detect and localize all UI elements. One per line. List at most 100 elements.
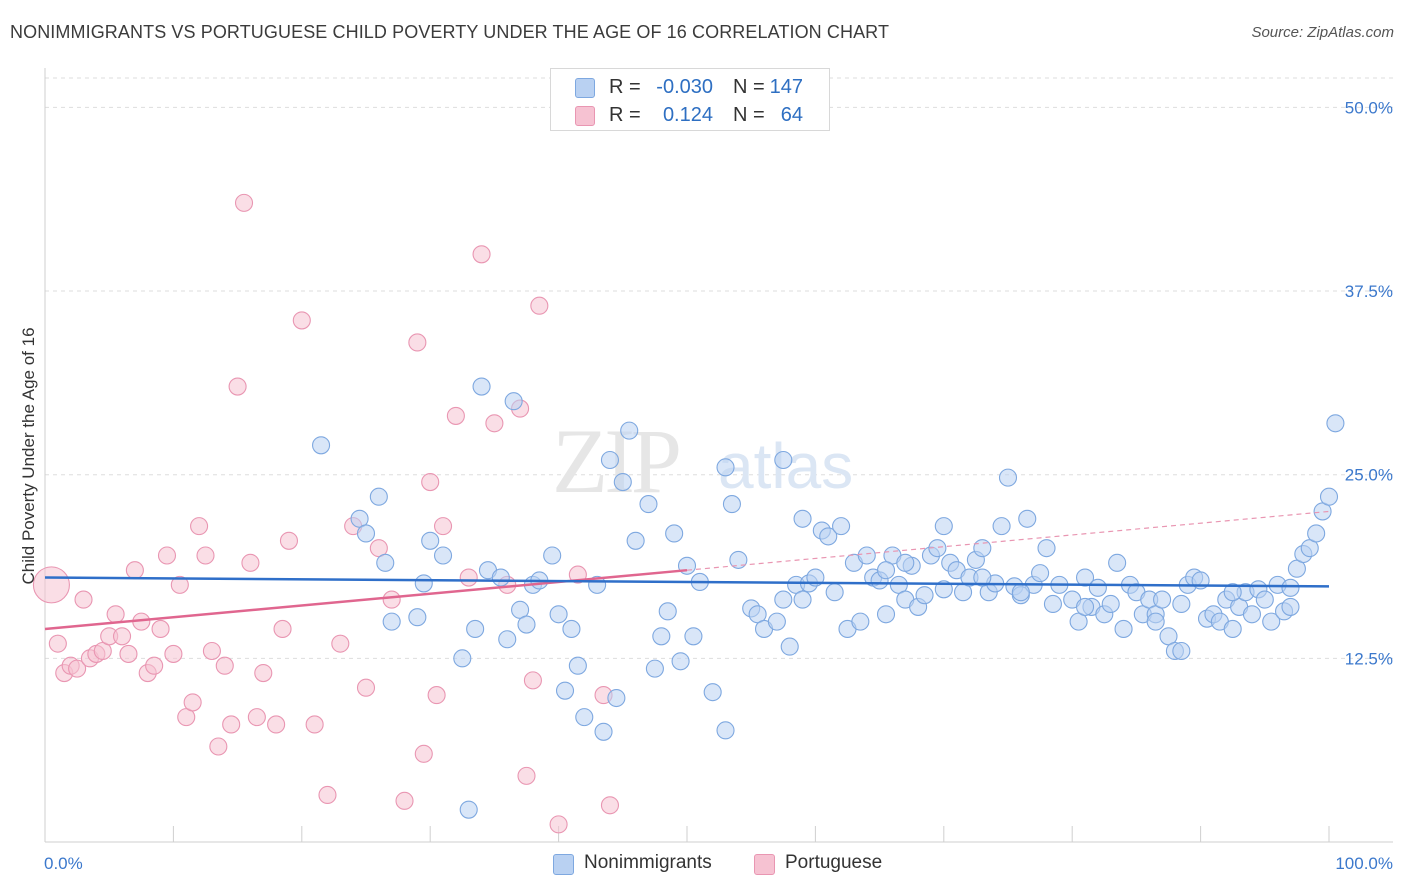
nonimmigrants-point xyxy=(928,539,947,558)
nonimmigrants-points xyxy=(312,377,1345,819)
portuguese-point xyxy=(427,686,446,705)
y-tick-label: 37.5% xyxy=(1345,282,1393,301)
legend-r-label: R = xyxy=(609,104,641,126)
portuguese-point xyxy=(202,641,221,661)
legend-swatch-blue xyxy=(553,854,574,875)
nonimmigrants-point xyxy=(626,531,645,550)
portuguese-point xyxy=(190,517,209,536)
portuguese-point xyxy=(472,245,491,264)
portuguese-point xyxy=(395,791,414,810)
nonimmigrants-point xyxy=(1018,509,1037,528)
portuguese-points xyxy=(32,193,620,834)
nonimmigrants-point xyxy=(915,586,934,605)
nonimmigrants-point xyxy=(998,468,1018,487)
nonimmigrants-point xyxy=(1255,590,1274,609)
nonimmigrants-point xyxy=(1319,487,1339,506)
nonimmigrants-point xyxy=(568,656,587,675)
nonimmigrants-point xyxy=(1011,583,1030,602)
nonimmigrants-point xyxy=(517,615,536,634)
nonimmigrants-point xyxy=(832,517,851,536)
nonimmigrants-point xyxy=(1043,594,1062,614)
nonimmigrants-point xyxy=(459,800,478,819)
nonimmigrants-point xyxy=(1281,578,1300,597)
portuguese-point xyxy=(196,546,215,565)
portuguese-point xyxy=(292,311,311,330)
nonimmigrants-point xyxy=(1031,564,1050,583)
nonimmigrants-point xyxy=(376,553,395,572)
nonimmigrants-point xyxy=(703,683,722,702)
portuguese-point xyxy=(74,590,93,609)
portuguese-point xyxy=(305,715,324,734)
legend-label-nonimmigrants: Nonimmigrants xyxy=(584,852,712,873)
nonimmigrants-point xyxy=(369,487,388,506)
portuguese-point xyxy=(459,568,478,587)
portuguese-point xyxy=(549,815,568,834)
nonimmigrants-point xyxy=(1307,524,1326,543)
portuguese-point xyxy=(112,627,132,646)
portuguese-point xyxy=(600,796,620,815)
nonimmigrants-point xyxy=(934,517,953,536)
nonimmigrants-point xyxy=(575,708,594,727)
nonimmigrants-point xyxy=(594,722,613,741)
nonimmigrants-point xyxy=(613,472,632,492)
nonimmigrants-point xyxy=(992,517,1011,536)
nonimmigrants-point xyxy=(504,392,523,411)
legend-r-value: 0.124 xyxy=(662,104,713,126)
nonimmigrants-point xyxy=(1108,553,1127,572)
nonimmigrants-point xyxy=(414,574,433,593)
nonimmigrants-point xyxy=(1172,594,1191,614)
nonimmigrants-point xyxy=(1262,612,1281,631)
portuguese-point xyxy=(145,656,164,675)
nonimmigrants-point xyxy=(1146,612,1165,631)
y-tick-label: 50.0% xyxy=(1345,98,1393,117)
legend-swatch-blue xyxy=(575,78,595,98)
legend-r-value: -0.030 xyxy=(656,76,713,98)
nonimmigrants-point xyxy=(408,608,427,627)
nonimmigrants-point xyxy=(684,627,703,646)
nonimmigrants-point xyxy=(543,546,562,565)
nonimmigrants-point xyxy=(774,590,793,609)
nonimmigrants-point xyxy=(1075,597,1095,616)
chart-title: NONIMMIGRANTS VS PORTUGUESE CHILD POVERT… xyxy=(10,22,890,42)
nonimmigrants-point xyxy=(658,602,677,621)
portuguese-point xyxy=(164,644,183,663)
portuguese-point xyxy=(433,517,453,536)
nonimmigrants-point xyxy=(780,637,799,656)
portuguese-point xyxy=(183,693,202,712)
y-tick-label: 12.5% xyxy=(1345,649,1393,668)
trend-lines xyxy=(44,510,1330,631)
nonimmigrants-point xyxy=(793,509,812,528)
portuguese-point xyxy=(241,553,260,572)
portuguese-point xyxy=(485,414,504,433)
portuguese-point xyxy=(106,605,125,624)
portuguese-point xyxy=(382,590,401,609)
nonimmigrants-point xyxy=(825,583,844,602)
legend-label-portuguese: Portuguese xyxy=(785,852,883,873)
portuguese-point xyxy=(318,785,337,805)
nonimmigrants-point xyxy=(819,527,838,546)
portuguese-point xyxy=(215,656,234,675)
nonimmigrants-point xyxy=(466,619,485,639)
nonimmigrants-point xyxy=(1037,539,1056,558)
stats-legend: R = -0.030 N = 147 R = 0.124 N = 64 xyxy=(550,68,830,131)
nonimmigrants-point xyxy=(1075,568,1095,587)
nonimmigrants-point xyxy=(851,612,870,631)
portuguese-point xyxy=(414,744,433,763)
nonimmigrants-point xyxy=(1281,597,1300,616)
nonimmigrants-trend-line xyxy=(44,576,1330,588)
portuguese-point xyxy=(254,663,273,683)
portuguese-point xyxy=(267,715,286,734)
nonimmigrants-point xyxy=(716,721,735,740)
legend-row-nonimmigrants: R = -0.030 N = 147 xyxy=(551,73,829,101)
nonimmigrants-point xyxy=(453,649,472,668)
nonimmigrants-point xyxy=(652,627,671,646)
nonimmigrants-point xyxy=(1242,605,1262,624)
nonimmigrants-point xyxy=(382,612,401,631)
portuguese-point xyxy=(222,715,241,734)
y-axis-label: Child Poverty Under the Age of 16 xyxy=(19,327,38,584)
portuguese-point xyxy=(234,193,254,212)
portuguese-point xyxy=(119,644,138,663)
nonimmigrants-point xyxy=(421,531,440,550)
portuguese-point xyxy=(209,737,228,756)
